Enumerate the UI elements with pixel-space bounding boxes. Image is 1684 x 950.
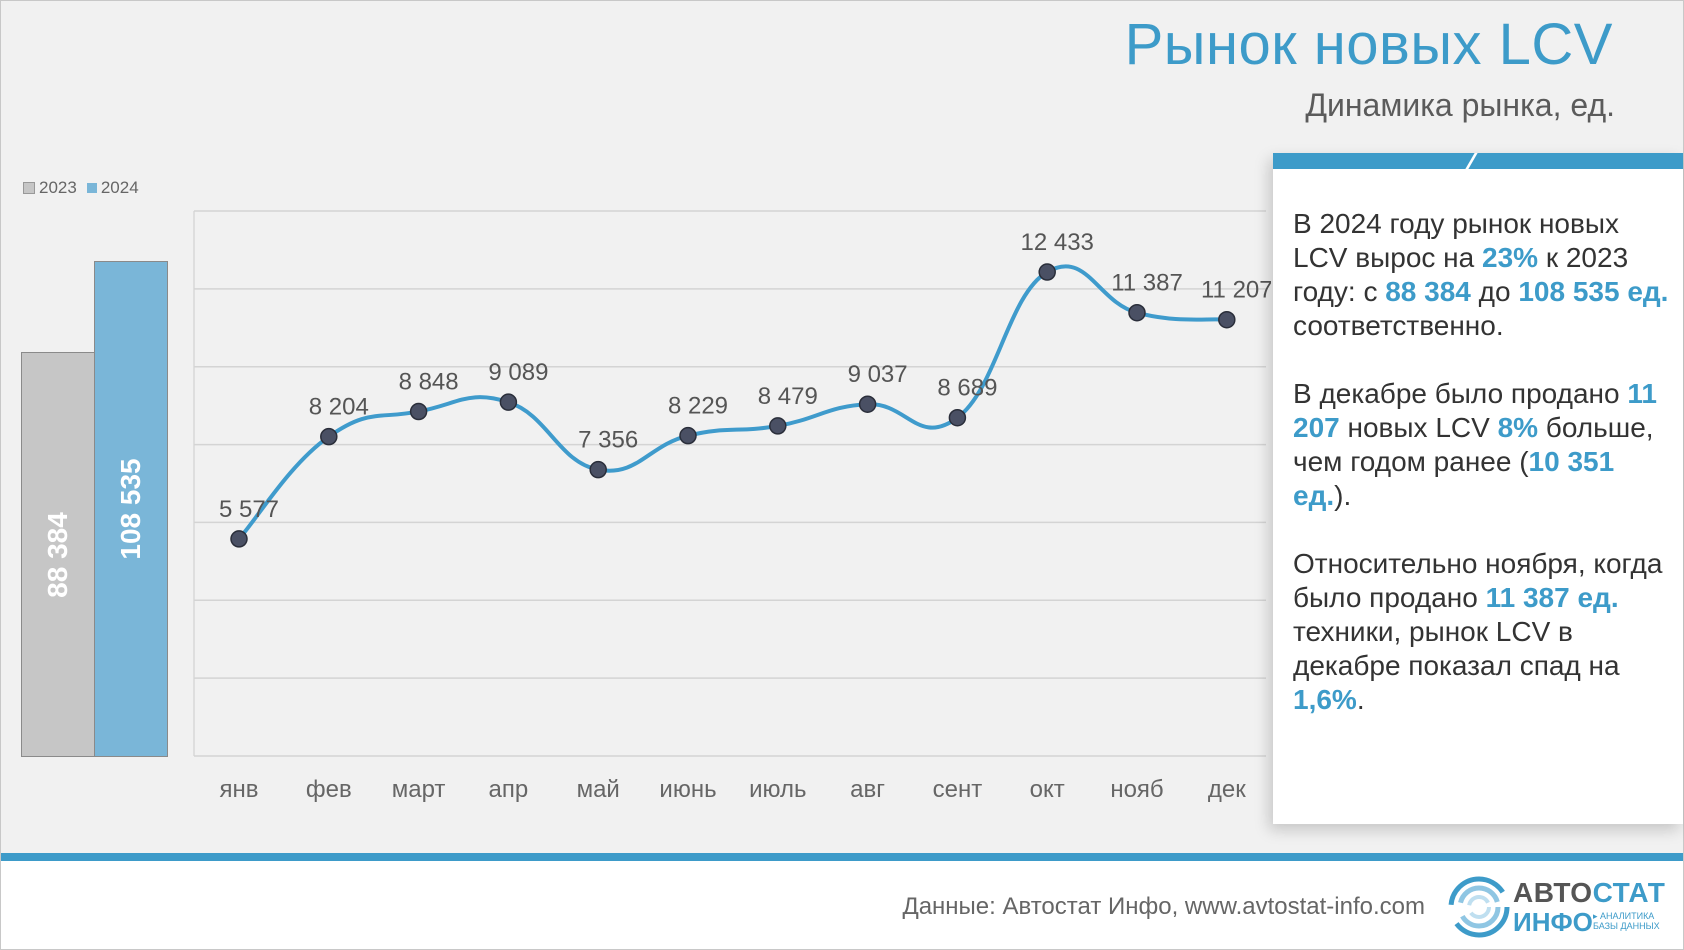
bar-2023: 88 384: [21, 352, 95, 757]
data-label: 8 848: [399, 369, 459, 396]
page-subtitle: Динамика рынка, ед.: [1305, 87, 1615, 123]
info-text: к 2023 году: с: [1293, 242, 1629, 307]
data-label: 5 577: [219, 496, 279, 523]
legend-label-2023: 2023: [39, 178, 77, 197]
data-label: 9 037: [848, 361, 908, 388]
data-label: 7 356: [578, 427, 638, 454]
legend-swatch-2023: [23, 182, 35, 194]
logo-swirl-icon: [1448, 876, 1510, 938]
footer-divider: [1, 853, 1683, 861]
info-text: Относительно ноября, когда было продано: [1293, 548, 1663, 613]
footer: Данные: Автостат Инфо, www.avtostat-info…: [1, 861, 1683, 949]
info-panel-notch: [1465, 153, 1478, 169]
legend-swatch-2024: [86, 183, 97, 193]
legend-label-2024: 2024: [100, 178, 139, 197]
info-text: соответственно.: [1293, 310, 1504, 341]
data-label: 8 229: [668, 393, 728, 420]
x-tick-label: окт: [1030, 776, 1065, 803]
data-point: [948, 408, 967, 427]
info-paragraph-3: Относительно ноября, когда было продано …: [1293, 547, 1673, 717]
x-tick-label: нояб: [1110, 776, 1163, 803]
info-text: В декабре было продано: [1293, 378, 1628, 409]
info-paragraph-2: В декабре было продано 11 207 новых LCV …: [1293, 377, 1673, 513]
x-tick-label: март: [392, 776, 446, 803]
x-tick-label: дек: [1208, 776, 1246, 803]
logo-text-stat: СТАТ: [1592, 877, 1666, 908]
data-label: 8 204: [309, 394, 369, 421]
data-point: [1218, 310, 1236, 329]
info-highlight: 108 535 ед.: [1518, 276, 1669, 307]
info-highlight: 11 207: [1293, 378, 1657, 443]
data-point: [589, 460, 607, 479]
info-highlight: 1,6%: [1293, 684, 1357, 715]
avtostat-logo: АВТОСТАТ ИНФО ▸ АНАЛИТИКА БАЗЫ ДАННЫХ: [1447, 875, 1667, 941]
info-text: новых LCV: [1339, 412, 1498, 443]
data-label: 11 207: [1201, 277, 1271, 304]
logo-subtitle: ▸ АНАЛИТИКА БАЗЫ ДАННЫХ: [1593, 911, 1663, 931]
info-text: техники, рынок LCV в декабре показал спа…: [1293, 616, 1620, 681]
info-text: В 2024 году рынок новых LCV вырос на: [1293, 208, 1619, 273]
info-highlight: 88 384: [1385, 276, 1471, 307]
info-text: ).: [1334, 480, 1352, 511]
data-point: [320, 427, 338, 446]
logo-subtitle-2: БАЗЫ ДАННЫХ: [1593, 921, 1660, 931]
legend-item-2023: 2023: [23, 178, 77, 198]
logo-subtitle-1: ▸ АНАЛИТИКА: [1593, 911, 1655, 921]
data-label: 8 479: [758, 383, 818, 410]
info-highlight: 10 351 ед.: [1293, 446, 1615, 511]
bar-2024: 108 535: [94, 261, 168, 757]
page-title: Рынок новых LCV: [1124, 12, 1613, 77]
x-tick-label: май: [577, 776, 620, 803]
data-label: 11 387: [1111, 270, 1183, 297]
series-line: [237, 264, 1227, 541]
info-panel: В 2024 году рынок новых LCV вырос на 23%…: [1273, 153, 1683, 824]
info-text: больше, чем годом ранее (: [1293, 412, 1654, 477]
data-label: 12 433: [1020, 229, 1093, 256]
data-point: [409, 402, 428, 421]
info-highlight: 8%: [1497, 412, 1539, 443]
logo-text-avto: АВТО: [1513, 877, 1593, 908]
info-panel-text: В 2024 году рынок новых LCV вырос на 23%…: [1293, 207, 1673, 751]
info-paragraph-1: В 2024 году рынок новых LCV вырос на 23%…: [1293, 207, 1673, 343]
line-chart: 5 577 янв 8 204 фев 8 848 март 9 089 апр 7 356 ма…: [193, 210, 1271, 803]
x-tick-label: сент: [933, 776, 983, 803]
info-highlight: 23%: [1482, 242, 1539, 273]
x-tick-label: июнь: [659, 776, 716, 803]
x-tick-label: фев: [306, 776, 352, 803]
data-point: [858, 395, 877, 413]
data-point: [679, 426, 697, 445]
logo-text-top: АВТОСТАТ: [1513, 877, 1665, 909]
data-label: 9 089: [488, 359, 548, 386]
info-text: до: [1470, 276, 1519, 307]
logo-text-info: ИНФО: [1513, 907, 1593, 937]
x-tick-label: янв: [220, 776, 259, 803]
legend-item-2024: 2024: [86, 178, 139, 198]
data-source: Данные: Автостат Инфо, www.avtostat-info…: [902, 893, 1425, 920]
data-point: [1128, 303, 1146, 322]
data-point: [499, 393, 518, 411]
data-point: [230, 530, 248, 548]
data-point: [769, 417, 787, 435]
x-tick-label: апр: [489, 776, 529, 803]
data-point: [1038, 263, 1056, 281]
bar-legend: 2023 2024: [23, 178, 139, 198]
x-tick-label: июль: [749, 776, 806, 803]
x-tick-label: авг: [850, 776, 885, 803]
info-highlight: 11 387 ед.: [1485, 582, 1619, 613]
info-text: .: [1356, 684, 1365, 715]
data-label: 8 689: [937, 375, 997, 402]
